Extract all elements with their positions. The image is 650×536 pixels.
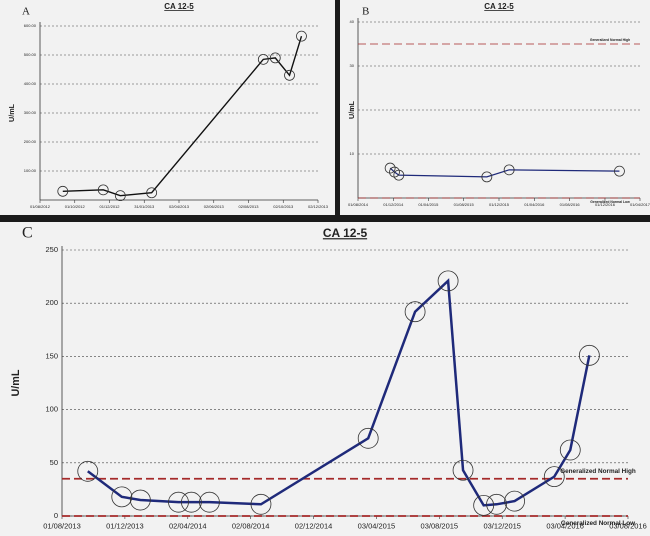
x-tick-label: 02/06/2013 xyxy=(204,204,225,209)
chart-panel: B CA 12-5 U/mL 10 20 30 40 01/08/2014 01/12/2014… xyxy=(340,0,650,215)
x-tick-label: 03/08/2016 xyxy=(609,521,647,530)
data-point xyxy=(503,164,515,176)
panel-label: C xyxy=(22,225,33,242)
data-point xyxy=(180,491,202,513)
data-point xyxy=(129,489,151,511)
x-tick-label: 01/12/2016 xyxy=(595,202,616,207)
chart-title: CA 12-5 xyxy=(164,2,194,11)
data-point xyxy=(543,466,565,488)
x-tick-label: 01/04/2015 xyxy=(418,202,439,207)
y-tick-label: 50 xyxy=(50,458,58,467)
x-tick-label: 01/12/2014 xyxy=(383,202,404,207)
data-point xyxy=(77,460,99,482)
y-tick-label: 40 xyxy=(350,19,355,24)
x-tick-label: 03/12/2015 xyxy=(483,521,521,530)
data-point xyxy=(481,171,493,183)
y-axis-label: U/mL xyxy=(347,100,356,119)
data-point xyxy=(146,187,158,199)
x-tick-label: 02/08/2013 xyxy=(238,204,259,209)
data-point xyxy=(357,427,379,449)
x-tick-label: 02/08/2014 xyxy=(232,521,270,530)
reference-label: Generalized Normal Low xyxy=(561,520,635,527)
data-point xyxy=(114,190,126,202)
data-point xyxy=(473,494,495,516)
x-tick-label: 01/08/2015 xyxy=(454,202,475,207)
reference-label: Generalized Normal High xyxy=(560,468,636,475)
y-tick-label: 200.00 xyxy=(24,139,37,144)
data-line xyxy=(87,278,591,507)
y-axis-label: U/mL xyxy=(10,369,22,396)
chart-title: CA 12-5 xyxy=(323,226,368,240)
y-tick-label: 500.00 xyxy=(24,52,37,57)
reference-label: Generalized Normal Low xyxy=(590,200,630,204)
x-tick-label: 02/12/2013 xyxy=(308,204,329,209)
y-tick-label: 250 xyxy=(45,245,58,254)
y-tick-label: 400.00 xyxy=(24,81,37,86)
x-tick-label: 02/10/2013 xyxy=(273,204,294,209)
y-tick-label: 150 xyxy=(45,351,58,360)
reference-label: Generalized Normal High xyxy=(590,38,630,42)
x-tick-label: 31/01/2013 xyxy=(134,204,155,209)
x-tick-label: 01/08/2013 xyxy=(43,521,81,530)
data-point xyxy=(97,184,109,196)
data-point xyxy=(486,493,507,515)
data-point xyxy=(384,162,396,174)
y-tick-label: 200 xyxy=(45,298,58,307)
y-tick-label: 100.00 xyxy=(24,168,37,173)
data-point xyxy=(437,270,459,292)
x-tick-label: 01/08/2014 xyxy=(348,202,369,207)
chart-panel: A CA 12-5 U/mL 100.00 200.00 300.00 400.00 500.… xyxy=(0,0,335,215)
chart-panel: C CA 12-5 U/mL 0 50 100 150 200 250 01/08/2013 01/… xyxy=(0,222,650,536)
data-point xyxy=(578,344,600,366)
data-point xyxy=(614,165,625,177)
x-tick-label: 03/04/2016 xyxy=(546,521,584,530)
panel-background xyxy=(340,0,650,215)
x-tick-label: 01/08/2016 xyxy=(560,202,581,207)
y-tick-label: 0 xyxy=(54,511,58,520)
data-point xyxy=(404,301,426,323)
data-point xyxy=(57,185,69,197)
y-axis-label: U/mL xyxy=(7,103,16,122)
data-point xyxy=(393,169,405,181)
panel-background xyxy=(0,0,335,215)
y-tick-label: 600.00 xyxy=(24,23,37,28)
data-point xyxy=(504,490,525,512)
x-tick-label: 01/12/2012 xyxy=(99,204,120,209)
chart-title: CA 12-5 xyxy=(484,2,514,11)
panel-label: A xyxy=(22,6,30,18)
y-tick-label: 10 xyxy=(350,151,355,156)
data-point xyxy=(111,486,133,508)
x-tick-label: 01/12/2013 xyxy=(106,521,144,530)
data-line xyxy=(62,35,303,197)
y-tick-label: 20 xyxy=(350,107,355,112)
x-tick-label: 01/12/2015 xyxy=(489,202,510,207)
x-tick-label: 02/04/2013 xyxy=(169,204,190,209)
x-tick-label: 02/04/2014 xyxy=(169,521,207,530)
x-tick-label: 03/08/2015 xyxy=(421,521,459,530)
x-tick-label: 01/08/2012 xyxy=(30,204,51,209)
y-tick-label: 300.00 xyxy=(24,110,37,115)
data-point xyxy=(559,439,581,461)
data-point xyxy=(452,459,474,481)
data-point xyxy=(168,491,189,513)
panel-background xyxy=(0,222,650,536)
data-point xyxy=(296,30,307,42)
y-tick-label: 30 xyxy=(350,63,355,68)
data-point xyxy=(269,52,281,64)
x-tick-label: 03/04/2015 xyxy=(358,521,396,530)
x-tick-label: 01/04/2017 xyxy=(630,202,650,207)
x-tick-label: 02/12/2014 xyxy=(295,521,333,530)
data-point xyxy=(257,53,269,65)
y-tick-label: 100 xyxy=(45,405,58,414)
x-tick-label: 01/10/2012 xyxy=(65,204,86,209)
data-point xyxy=(199,491,220,513)
data-point xyxy=(284,69,295,81)
data-point xyxy=(250,493,272,515)
x-tick-label: 01/04/2016 xyxy=(524,202,545,207)
panel-label: B xyxy=(362,6,369,18)
